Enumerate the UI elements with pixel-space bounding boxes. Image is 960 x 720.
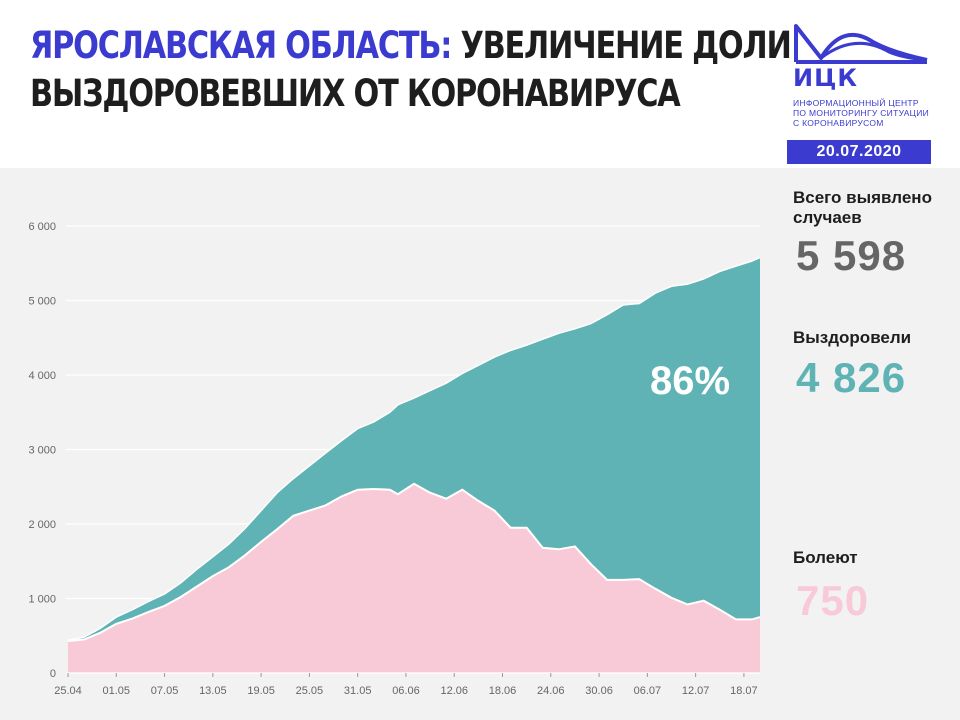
header: ЯРОСЛАВСКАЯ ОБЛАСТЬ: УВЕЛИЧЕНИЕ ДОЛИ ВЫЗ…	[0, 0, 960, 168]
date-badge: 20.07.2020	[787, 140, 931, 164]
y-tick-label: 3 000	[28, 445, 56, 457]
y-tick-label: 2 000	[28, 519, 56, 531]
x-tick-label: 07.05	[151, 685, 179, 697]
logo-name: ИЦК	[793, 64, 858, 92]
x-tick-label: 06.07	[634, 685, 662, 697]
x-axis: 25.04 01.05 07.05 13.05 19.05 25.05 31.05 06.06…	[54, 673, 758, 697]
recovered-share-label: 86%	[650, 359, 730, 403]
y-tick-label: 6 000	[28, 221, 56, 233]
logo-subtitle: ИНФОРМАЦИОННЫЙ ЦЕНТР ПО МОНИТОРИНГУ СИТУ…	[793, 98, 943, 128]
x-tick-label: 25.04	[54, 685, 82, 697]
recovered-outline	[67, 256, 761, 641]
title-region: ЯРОСЛАВСКАЯ ОБЛАСТЬ:	[30, 24, 452, 67]
total-cases-value: 5 598	[796, 232, 907, 279]
x-tick-label: 25.05	[296, 685, 324, 697]
logo-subtitle-line: ИНФОРМАЦИОННЫЙ ЦЕНТР	[793, 98, 919, 108]
x-tick-label: 12.06	[440, 685, 468, 697]
sick-area	[68, 483, 760, 673]
logo-icon	[794, 24, 928, 64]
x-tick-label: 19.05	[247, 685, 275, 697]
title-line2: ВЫЗДОРОВЕВШИХ ОТ КОРОНАВИРУСА	[30, 72, 681, 115]
y-tick-label: 5 000	[28, 296, 56, 308]
recovered-area	[68, 257, 760, 641]
y-tick-label: 1 000	[28, 594, 56, 606]
total-cases-label: Всего выявлено случаев	[793, 188, 932, 227]
y-tick-label: 4 000	[28, 370, 56, 382]
x-tick-label: 30.06	[585, 685, 613, 697]
recovered-label: Выздоровели	[793, 328, 912, 347]
x-tick-label: 13.05	[199, 685, 227, 697]
x-tick-label: 18.06	[489, 685, 517, 697]
title-rest: УВЕЛИЧЕНИЕ ДОЛИ	[460, 24, 792, 67]
sick-label: Болеют	[793, 548, 858, 567]
chart-areas	[67, 256, 761, 674]
logo-subtitle-line: С КОРОНАВИРУСОМ	[793, 118, 884, 128]
x-tick-label: 18.07	[730, 685, 758, 697]
x-tick-label: 01.05	[103, 685, 131, 697]
y-tick-label: 0	[50, 668, 56, 680]
recovered-value: 4 826	[796, 354, 907, 401]
y-axis: 0 1 000 2 000 3 000 4 000 5 000 6 000	[28, 221, 56, 680]
sick-outline	[67, 482, 761, 642]
x-tick-label: 31.05	[344, 685, 372, 697]
x-tick-label: 06.06	[392, 685, 420, 697]
sick-value: 750	[796, 577, 870, 624]
x-tick-label: 12.07	[682, 685, 710, 697]
page-title: ЯРОСЛАВСКАЯ ОБЛАСТЬ: УВЕЛИЧЕНИЕ ДОЛИ ВЫЗ…	[30, 22, 792, 118]
stacked-area-chart: 0 1 000 2 000 3 000 4 000 5 000 6 000 25.04 01.…	[28, 221, 761, 697]
logo-subtitle-line: ПО МОНИТОРИНГУ СИТУАЦИИ	[793, 108, 930, 118]
x-tick-label: 24.06	[537, 685, 565, 697]
